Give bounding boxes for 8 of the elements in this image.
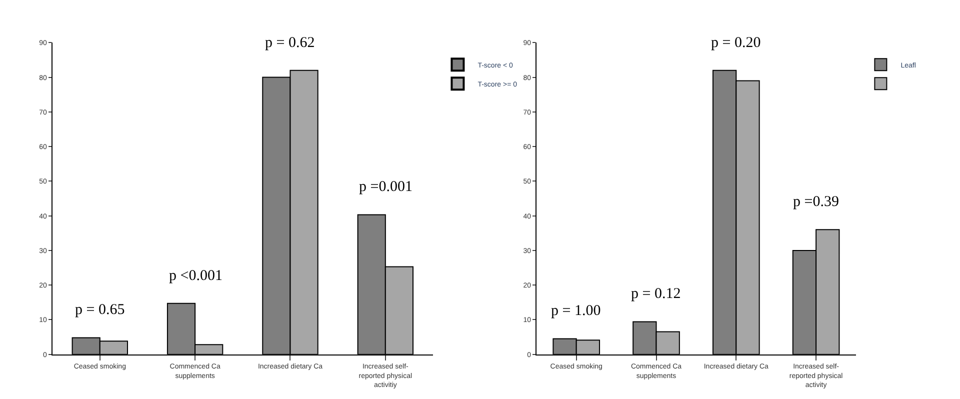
annotation: p = 0.12 bbox=[631, 286, 681, 302]
annotation: p =0.001 bbox=[359, 179, 412, 195]
annotation: p = 0.62 bbox=[265, 35, 315, 51]
annotation: p = 1.00 bbox=[551, 303, 601, 319]
annotation: p =0.39 bbox=[793, 194, 839, 210]
annotation: p <0.001 bbox=[169, 268, 222, 284]
annotation: p = 0.20 bbox=[711, 35, 761, 51]
annotation: p = 0.65 bbox=[75, 302, 125, 318]
